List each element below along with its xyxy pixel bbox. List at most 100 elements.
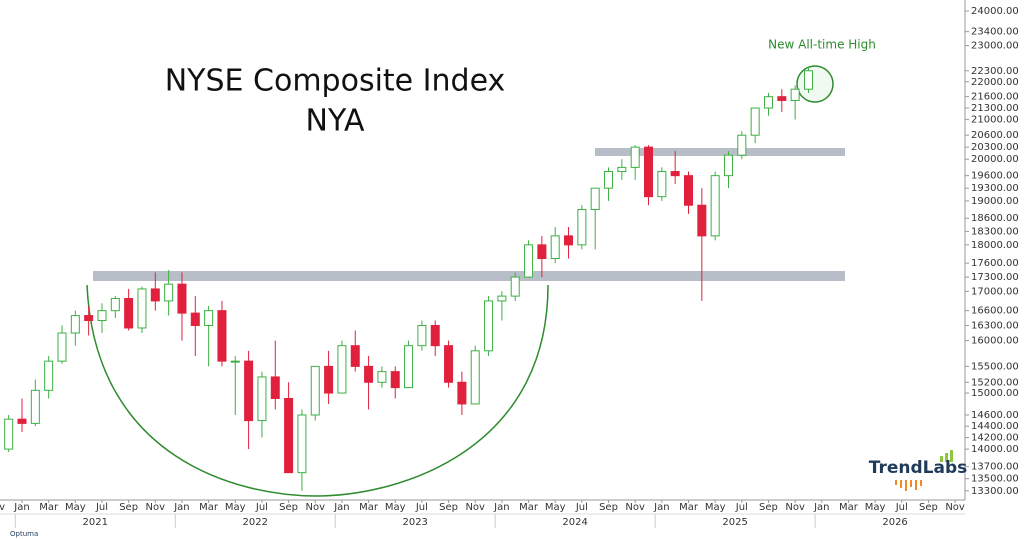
candle-body <box>604 171 614 189</box>
y-tick-label: 14600.00 <box>971 410 1019 421</box>
candle-body <box>524 244 534 278</box>
annotation: New All-time High <box>768 38 876 52</box>
candle-body <box>217 310 227 362</box>
y-tick-label: 15000.00 <box>971 388 1019 399</box>
x-tick-label: Jan <box>173 502 189 513</box>
candle-body <box>44 360 54 391</box>
y-tick-label: 19600.00 <box>971 171 1019 182</box>
x-tick-label: May <box>225 502 246 513</box>
y-tick-label: 21600.00 <box>971 92 1019 103</box>
y-tick-label: 17300.00 <box>971 272 1019 283</box>
candle-body <box>70 315 80 334</box>
candle-body <box>390 371 400 389</box>
candle-body <box>684 175 693 206</box>
candle-body <box>537 244 547 260</box>
x-tick-label: Jan <box>493 502 509 513</box>
x-tick-label: Nov <box>785 502 805 513</box>
x-tick-label: Jan <box>813 502 829 513</box>
year-label: 2026 <box>882 517 907 528</box>
candle-body <box>204 310 214 326</box>
year-label: 2025 <box>722 517 747 528</box>
y-tick-label: 17600.00 <box>971 258 1019 269</box>
chart-title: NYSE Composite Index <box>165 64 506 99</box>
candle-body <box>457 381 467 405</box>
y-tick-label: 14000.00 <box>971 444 1019 455</box>
y-tick-label: 21000.00 <box>971 115 1019 126</box>
candle-body <box>763 96 773 109</box>
y-tick-label: 15500.00 <box>971 361 1019 372</box>
candle-body <box>17 418 27 424</box>
x-tick-label: Sep <box>439 502 458 513</box>
plot-area <box>4 65 845 497</box>
y-tick-label: 18600.00 <box>971 213 1019 224</box>
candle-body <box>470 350 480 405</box>
y-tick-label: 14400.00 <box>971 421 1019 432</box>
y-tick-label: 15200.00 <box>971 377 1019 388</box>
y-tick-label: 19000.00 <box>971 196 1019 207</box>
x-tick-label: Mar <box>39 502 59 513</box>
candle-body <box>564 235 574 246</box>
candle-body <box>497 295 507 302</box>
y-tick-label: 13500.00 <box>971 474 1019 485</box>
candle-body <box>444 345 454 383</box>
candle-body <box>190 312 200 326</box>
candle-body <box>737 134 747 156</box>
candle-body <box>137 288 147 329</box>
candle-body <box>110 298 120 312</box>
x-tick-label: May <box>545 502 566 513</box>
candle-body <box>657 171 667 198</box>
candle-body <box>630 146 640 168</box>
y-tick-label: 14200.00 <box>971 433 1019 444</box>
candle-body <box>803 70 813 90</box>
source-text: Optuma <box>10 530 38 538</box>
x-tick-label: Jul <box>95 502 108 513</box>
y-tick-label: 13300.00 <box>971 486 1019 497</box>
x-tick-label: Nov <box>0 502 5 513</box>
x-tick-label: Sep <box>919 502 938 513</box>
x-tick-label: Mar <box>839 502 859 513</box>
logo-text: TrendLabs <box>869 458 968 478</box>
candle-body <box>710 175 720 237</box>
highlight-circle <box>796 65 834 103</box>
candle-body <box>177 283 187 314</box>
x-tick-label: Jan <box>653 502 669 513</box>
chart-subtitle: NYA <box>306 104 365 139</box>
candle-body <box>670 171 680 177</box>
x-tick-label: Jul <box>735 502 748 513</box>
x-tick-label: May <box>865 502 886 513</box>
y-tick-label: 20000.00 <box>971 154 1019 165</box>
x-tick-label: Mar <box>519 502 539 513</box>
candle-body <box>510 276 520 297</box>
candle-body <box>377 371 387 383</box>
x-tick-label: Sep <box>599 502 618 513</box>
candle-body <box>350 345 360 367</box>
year-label: 2021 <box>83 517 108 528</box>
resistance-band <box>595 148 845 156</box>
candle-body <box>84 315 94 322</box>
year-label: 2024 <box>562 517 587 528</box>
x-tick-label: Nov <box>945 502 965 513</box>
x-tick-label: Nov <box>465 502 485 513</box>
candle-body <box>617 166 627 173</box>
x-tick-label: May <box>705 502 726 513</box>
y-tick-label: 20300.00 <box>971 142 1019 153</box>
candle-body <box>244 360 254 422</box>
candle-body <box>777 96 787 101</box>
x-tick-label: Jul <box>895 502 908 513</box>
year-label: 2023 <box>402 517 427 528</box>
y-tick-label: 17000.00 <box>971 286 1019 297</box>
candle-body <box>30 389 40 424</box>
y-tick-label: 16000.00 <box>971 336 1019 347</box>
y-tick-label: 22300.00 <box>971 66 1019 77</box>
candle-body <box>550 235 560 260</box>
x-tick-label: Nov <box>625 502 645 513</box>
y-tick-label: 16600.00 <box>971 306 1019 317</box>
candle-body <box>4 418 14 450</box>
x-tick-label: Jan <box>13 502 29 513</box>
candle-body <box>310 365 320 416</box>
y-tick-label: 19300.00 <box>971 183 1019 194</box>
x-tick-label: Nov <box>305 502 325 513</box>
x-tick-label: Mar <box>199 502 219 513</box>
